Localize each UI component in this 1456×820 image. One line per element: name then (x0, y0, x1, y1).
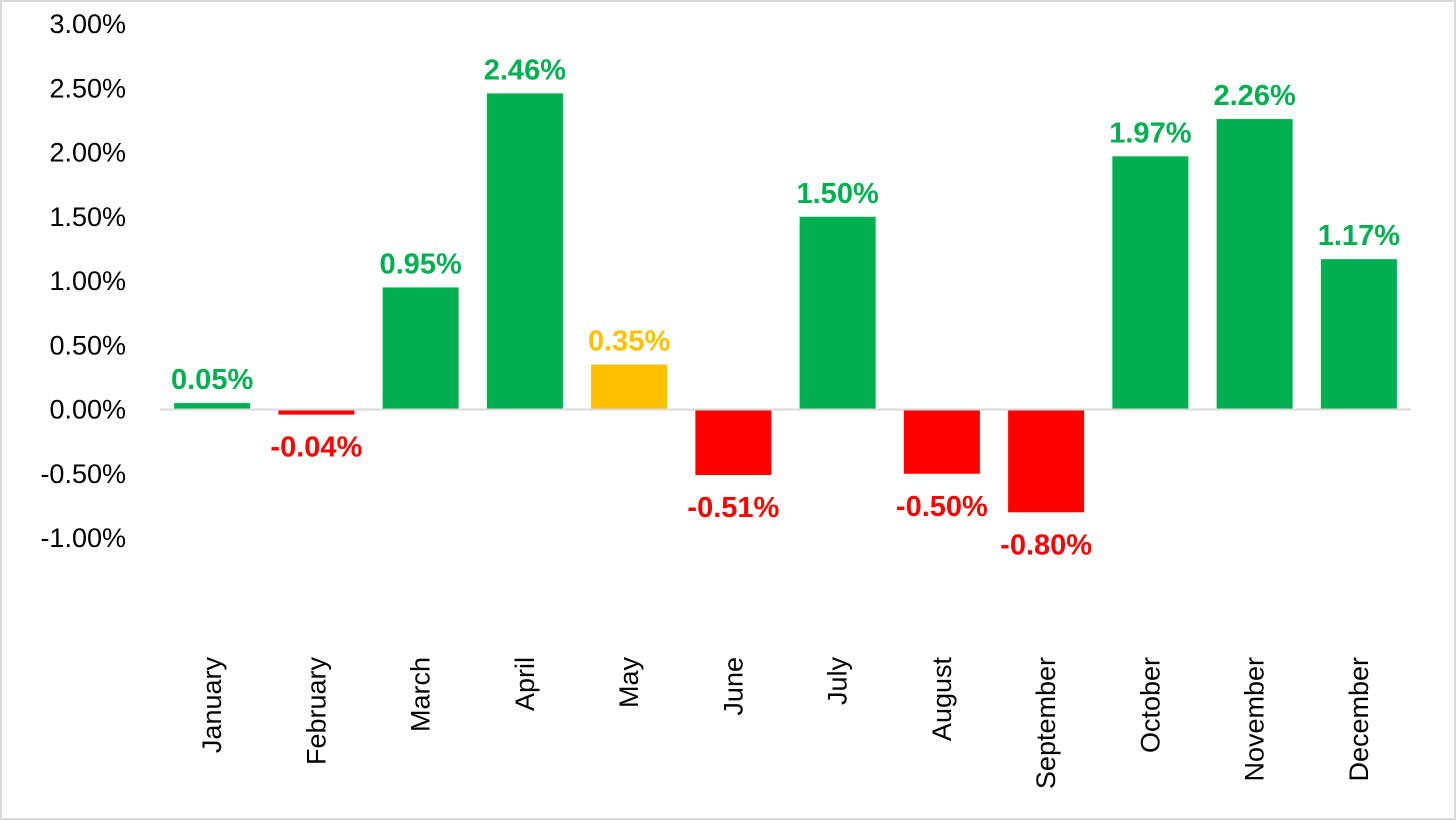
y-tick-label-5: 0.50% (49, 330, 126, 360)
data-label-october: 1.97% (1109, 117, 1191, 149)
data-label-september: -0.80% (1000, 529, 1092, 561)
bar-october (1112, 156, 1189, 410)
data-label-november: 2.26% (1214, 80, 1296, 112)
bar-january (174, 403, 251, 410)
bar-february (278, 409, 355, 415)
y-tick-label-1: 2.50% (49, 73, 126, 103)
bar-march (382, 287, 459, 410)
bar-april (486, 93, 563, 410)
x-tick-label-june: June (718, 657, 748, 716)
y-tick-label-2: 2.00% (49, 138, 126, 168)
bar-august (903, 409, 980, 474)
data-label-april: 2.46% (484, 54, 566, 86)
y-tick-label-0: 3.00% (49, 9, 126, 39)
y-axis-tick-labels: 3.00% 2.50% 2.00% 1.50% 1.00% 0.50% 0.00% -0.50… (40, 9, 126, 553)
x-tick-label-october: October (1135, 657, 1165, 753)
x-tick-label-july: July (823, 657, 853, 706)
data-label-august: -0.50% (896, 491, 988, 523)
bar-november (1216, 119, 1293, 410)
x-tick-label-september: September (1031, 657, 1061, 789)
x-tick-label-march: March (406, 657, 436, 732)
data-label-june: -0.51% (687, 492, 779, 524)
x-tick-label-may: May (614, 657, 644, 709)
data-label-january: 0.05% (171, 364, 253, 396)
bar-june (695, 409, 772, 476)
x-tick-label-january: January (197, 657, 227, 754)
bar-december (1320, 259, 1397, 410)
x-tick-label-december: December (1344, 657, 1374, 782)
x-tick-label-april: April (510, 657, 540, 711)
data-label-february: -0.04% (270, 432, 362, 464)
data-labels-group: 0.05% -0.04% 0.95% 2.46% 0.35% -0.51% 1.50% -0.… (171, 54, 1400, 561)
x-tick-label-february: February (301, 657, 331, 766)
data-label-may: 0.35% (588, 326, 670, 358)
data-label-december: 1.17% (1318, 220, 1400, 252)
y-tick-label-4: 1.00% (49, 266, 126, 296)
y-tick-label-8: -1.00% (40, 523, 126, 553)
y-tick-label-7: -0.50% (40, 459, 126, 489)
y-tick-label-3: 1.50% (49, 202, 126, 232)
x-tick-label-august: August (927, 657, 957, 742)
bar-july (799, 216, 876, 410)
bar-may (591, 364, 668, 410)
x-axis-tick-labels: January February March April May June July Augu… (197, 657, 1374, 790)
data-label-july: 1.50% (797, 178, 879, 210)
bars-group (174, 93, 1397, 513)
x-tick-label-november: November (1240, 657, 1270, 782)
bar-september (1008, 409, 1085, 513)
y-tick-label-6: 0.00% (49, 395, 126, 425)
data-label-march: 0.95% (380, 248, 462, 280)
